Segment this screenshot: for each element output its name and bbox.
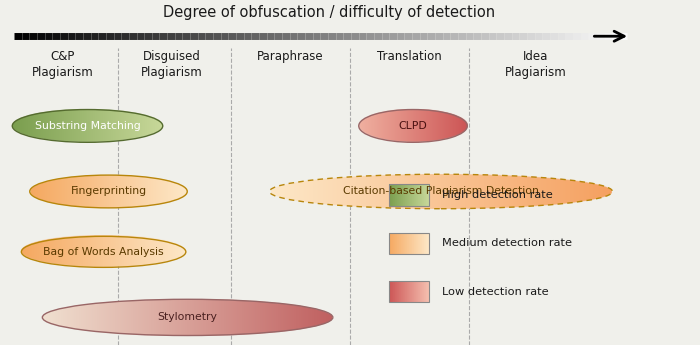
- Text: Translation: Translation: [377, 50, 442, 63]
- Text: Citation-based Plagiarism Detection: Citation-based Plagiarism Detection: [343, 187, 539, 196]
- Text: Bag of Words Analysis: Bag of Words Analysis: [43, 247, 164, 257]
- Text: Fingerprinting: Fingerprinting: [71, 187, 146, 196]
- Text: Stylometry: Stylometry: [158, 313, 218, 322]
- Bar: [389, 233, 429, 254]
- Text: Substring Matching: Substring Matching: [34, 121, 141, 131]
- Text: C&P
Plagiarism: C&P Plagiarism: [32, 50, 94, 79]
- Text: Medium detection rate: Medium detection rate: [442, 238, 572, 248]
- Text: High detection rate: High detection rate: [442, 190, 552, 200]
- Text: Low detection rate: Low detection rate: [442, 287, 548, 296]
- Text: Degree of obfuscation / difficulty of detection: Degree of obfuscation / difficulty of de…: [163, 5, 495, 20]
- Bar: [389, 281, 429, 302]
- Text: Idea
Plagiarism: Idea Plagiarism: [505, 50, 566, 79]
- Text: Paraphrase: Paraphrase: [257, 50, 324, 63]
- Text: Disguised
Plagiarism: Disguised Plagiarism: [141, 50, 202, 79]
- Text: CLPD: CLPD: [398, 121, 428, 131]
- Bar: [389, 184, 429, 206]
